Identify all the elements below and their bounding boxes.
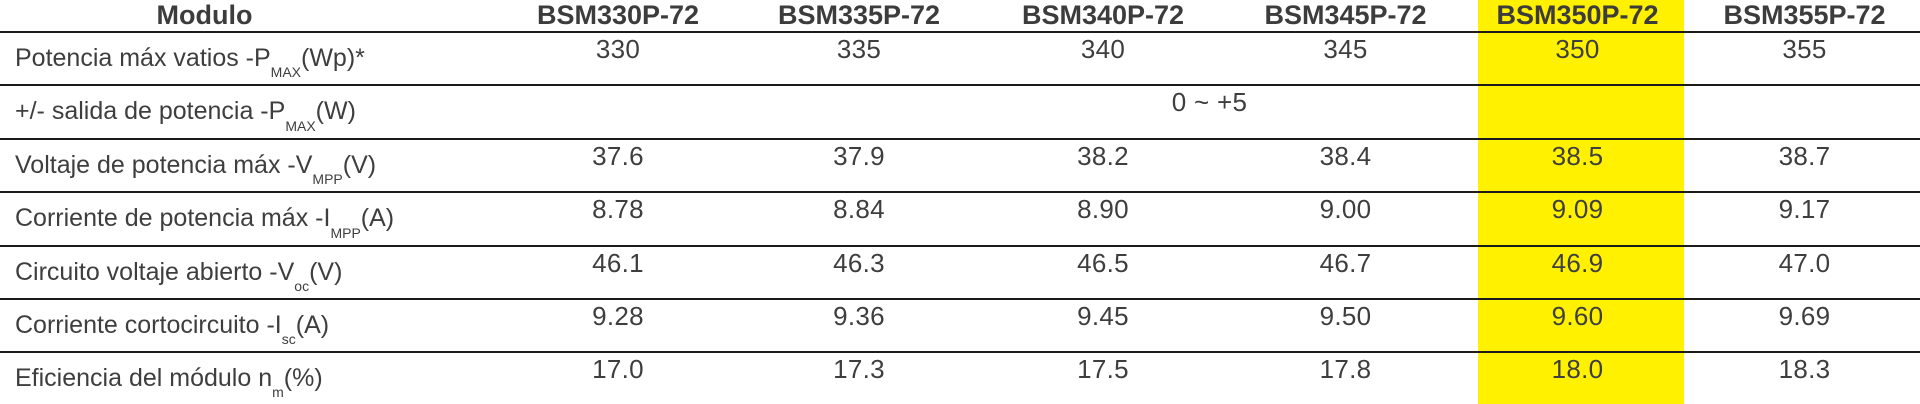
- value-cell: 355: [1782, 34, 1827, 64]
- row-label-unit: (V): [309, 257, 343, 286]
- value-cell: 46.7: [1319, 248, 1372, 278]
- value-cell: 38.4: [1319, 141, 1372, 171]
- column-header-bsm330: BSM330P-72: [536, 0, 700, 30]
- row-label: Circuito voltaje abierto -V oc (V): [0, 247, 499, 298]
- value-cell: 37.9: [833, 141, 885, 171]
- value-cell: 17.0: [592, 354, 644, 384]
- value-cell: 17.8: [1319, 354, 1372, 384]
- column-header-modulo: Modulo: [156, 0, 253, 30]
- row-label-text: Corriente cortocircuito -I: [15, 310, 282, 339]
- row-label-subscript: MPP: [312, 171, 343, 187]
- row-label-unit: (Wp)*: [301, 43, 365, 72]
- row-label-unit: (W): [315, 97, 356, 126]
- highlight-band: [1478, 0, 1684, 404]
- value-cell-highlighted: 9.60: [1551, 301, 1604, 331]
- value-cell-highlighted: 9.09: [1551, 194, 1604, 224]
- row-label: Potencia máx vatios -P MAX (Wp)*: [0, 33, 499, 84]
- value-cell: 8.78: [592, 194, 644, 224]
- row-label-text: Voltaje de potencia máx -V: [15, 150, 313, 179]
- value-cell-highlighted: 350: [1555, 34, 1600, 64]
- table-row-cortocircuito: Corriente cortocircuito -I sc (A) 9.28 9…: [0, 300, 1920, 353]
- value-cell: 46.1: [592, 248, 644, 278]
- table-row-corriente-max: Corriente de potencia máx -I MPP (A) 8.7…: [0, 193, 1920, 247]
- value-cell: 9.36: [833, 301, 885, 331]
- column-header-bsm355: BSM355P-72: [1723, 0, 1886, 30]
- row-label-unit: (A): [295, 310, 330, 339]
- value-cell: 37.6: [592, 141, 644, 171]
- row-label-subscript: MAX: [270, 64, 302, 80]
- value-cell: 8.84: [833, 194, 885, 224]
- column-header-bsm335: BSM335P-72: [777, 0, 941, 30]
- value-cell: 9.28: [592, 301, 644, 331]
- table-row-potencia-max: Potencia máx vatios -P MAX (Wp)* 330 335…: [0, 33, 1920, 86]
- value-cell: 38.7: [1778, 141, 1831, 171]
- value-cell: 330: [595, 34, 641, 64]
- value-cell: 17.3: [833, 354, 885, 384]
- row-label: Voltaje de potencia máx -V MPP (V): [0, 140, 499, 191]
- row-label: +/- salida de potencia -P MAX (W): [0, 86, 499, 138]
- value-cell-highlighted: 46.9: [1551, 248, 1604, 278]
- value-cell-highlighted: 38.5: [1551, 141, 1604, 171]
- row-label-text: Eficiencia del módulo n: [15, 363, 273, 392]
- row-label: Corriente cortocircuito -I sc (A): [0, 300, 499, 351]
- row-label-subscript: oc: [294, 278, 310, 294]
- value-cell: 46.3: [833, 248, 885, 278]
- row-label-subscript: m: [272, 384, 284, 400]
- table-row-voltaje-abierto: Circuito voltaje abierto -V oc (V) 46.1 …: [0, 247, 1920, 300]
- row-label-subscript: MPP: [330, 225, 361, 241]
- value-cell: 335: [836, 34, 882, 64]
- value-cell: 8.90: [1077, 194, 1129, 224]
- column-header-bsm340: BSM340P-72: [1021, 0, 1185, 30]
- table-header-row: Modulo BSM330P-72 BSM335P-72 BSM340P-72 …: [0, 0, 1920, 33]
- merged-value-cell: 0 ~ +5: [1171, 87, 1248, 117]
- row-label-text: Potencia máx vatios -P: [15, 43, 271, 72]
- value-cell: 38.2: [1077, 141, 1129, 171]
- column-header-bsm345: BSM345P-72: [1264, 0, 1427, 30]
- value-cell: 17.5: [1077, 354, 1129, 384]
- row-label-unit: (%): [283, 363, 323, 392]
- row-label-unit: (V): [342, 150, 377, 179]
- value-cell: 340: [1080, 34, 1126, 64]
- value-cell-highlighted: 18.0: [1551, 354, 1604, 384]
- row-label: Corriente de potencia máx -I MPP (A): [0, 193, 499, 245]
- value-cell: 9.69: [1778, 301, 1831, 331]
- table-row-voltaje-max: Voltaje de potencia máx -V MPP (V) 37.6 …: [0, 140, 1920, 193]
- value-cell: 9.00: [1319, 194, 1372, 224]
- value-cell: 47.0: [1778, 248, 1831, 278]
- row-label-subscript: sc: [281, 331, 296, 347]
- value-cell: 345: [1323, 34, 1368, 64]
- row-label-subscript: MAX: [285, 118, 316, 134]
- table-row-salida-potencia: +/- salida de potencia -P MAX (W) 0 ~ +5: [0, 86, 1920, 140]
- value-cell: 9.50: [1319, 301, 1372, 331]
- value-cell: 46.5: [1077, 248, 1129, 278]
- value-cell: 18.3: [1778, 354, 1831, 384]
- row-label-unit: (A): [360, 204, 395, 233]
- value-cell: 9.45: [1077, 301, 1129, 331]
- value-cell: 9.17: [1778, 194, 1831, 224]
- column-header-bsm350-highlighted: BSM350P-72: [1496, 0, 1659, 30]
- row-label-text: Circuito voltaje abierto -V: [15, 257, 295, 286]
- row-label-text: +/- salida de potencia -P: [15, 97, 286, 126]
- row-label-text: Corriente de potencia máx -I: [15, 204, 331, 233]
